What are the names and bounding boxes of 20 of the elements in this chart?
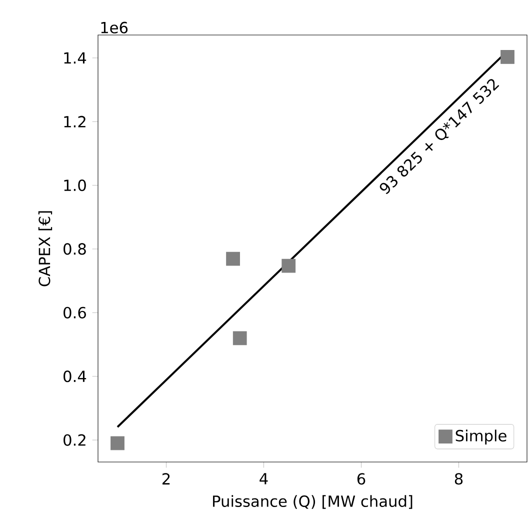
x-tick-label: 4 [260, 473, 268, 484]
text: 1e6 [101, 22, 128, 34]
x-axis-title: Puissance (Q) [MW chaud] [213, 495, 412, 509]
y-tick-label: 0.2 [64, 434, 86, 446]
y-tick-label: 1.4 [64, 52, 86, 64]
point [232, 331, 247, 346]
y-axis-title: CAPEX [€] [38, 211, 52, 286]
point [500, 50, 514, 64]
point [282, 258, 296, 273]
y-tick-label: 1.2 [64, 116, 86, 128]
y-tick-label: 0.6 [64, 306, 86, 318]
point [110, 436, 124, 450]
x-tick-label: 8 [454, 473, 463, 485]
legend-label: Simple [456, 430, 506, 444]
y-tick-label: 0.8 [64, 243, 86, 255]
y-tick-label: 0.4 [64, 370, 86, 382]
point [226, 252, 240, 266]
y-tick-label: 1.0 [64, 180, 86, 192]
x-tick-label: 6 [357, 473, 366, 485]
x-tick-label: 2 [162, 473, 170, 484]
